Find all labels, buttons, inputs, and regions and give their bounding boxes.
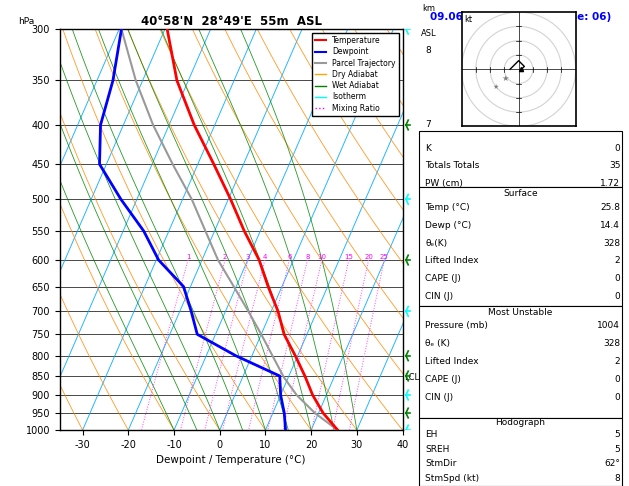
Text: Hodograph: Hodograph bbox=[496, 418, 545, 427]
Text: θₑ (K): θₑ (K) bbox=[425, 339, 450, 348]
Text: 4: 4 bbox=[425, 269, 431, 278]
Legend: Temperature, Dewpoint, Parcel Trajectory, Dry Adiabat, Wet Adiabat, Isotherm, Mi: Temperature, Dewpoint, Parcel Trajectory… bbox=[311, 33, 399, 116]
Text: Totals Totals: Totals Totals bbox=[425, 161, 479, 170]
Text: CIN (J): CIN (J) bbox=[425, 293, 453, 301]
Text: 0: 0 bbox=[615, 293, 620, 301]
Text: Pressure (mb): Pressure (mb) bbox=[425, 321, 488, 330]
Text: 10: 10 bbox=[318, 254, 326, 260]
Text: StmDir: StmDir bbox=[425, 459, 457, 468]
Text: Surface: Surface bbox=[503, 189, 538, 198]
Text: Most Unstable: Most Unstable bbox=[488, 308, 553, 316]
Text: 1004: 1004 bbox=[598, 321, 620, 330]
Text: CAPE (J): CAPE (J) bbox=[425, 275, 461, 283]
Text: kt: kt bbox=[464, 15, 472, 24]
Text: 14.4: 14.4 bbox=[601, 221, 620, 229]
Text: 2: 2 bbox=[615, 257, 620, 265]
Text: LCL: LCL bbox=[404, 373, 420, 382]
Text: 62°: 62° bbox=[604, 459, 620, 468]
Text: 0: 0 bbox=[615, 375, 620, 384]
Text: K: K bbox=[425, 144, 431, 153]
Bar bbox=[418, 131, 623, 187]
Bar bbox=[418, 418, 623, 486]
Bar bbox=[418, 306, 623, 418]
Text: 1.72: 1.72 bbox=[600, 179, 620, 188]
Text: 3: 3 bbox=[425, 307, 431, 316]
Text: 5: 5 bbox=[615, 445, 620, 453]
Title: 40°58'N  28°49'E  55m  ASL: 40°58'N 28°49'E 55m ASL bbox=[141, 15, 321, 28]
Text: 0: 0 bbox=[615, 393, 620, 402]
Text: 328: 328 bbox=[603, 339, 620, 348]
Text: 6: 6 bbox=[425, 195, 431, 204]
Text: 1: 1 bbox=[425, 398, 431, 407]
Text: 1: 1 bbox=[186, 254, 191, 260]
Text: PW (cm): PW (cm) bbox=[425, 179, 463, 188]
Text: ★: ★ bbox=[501, 74, 509, 83]
Text: 2: 2 bbox=[615, 357, 620, 366]
Text: 25.8: 25.8 bbox=[600, 203, 620, 211]
Text: km: km bbox=[422, 4, 435, 13]
Text: 8: 8 bbox=[425, 46, 431, 55]
Text: 09.06.2024  12GMT  (Base: 06): 09.06.2024 12GMT (Base: 06) bbox=[430, 12, 611, 22]
Text: 2: 2 bbox=[425, 351, 431, 360]
Text: 8: 8 bbox=[615, 474, 620, 483]
Text: 0: 0 bbox=[615, 275, 620, 283]
Text: Lifted Index: Lifted Index bbox=[425, 357, 479, 366]
Text: SREH: SREH bbox=[425, 445, 449, 453]
Text: ★: ★ bbox=[493, 84, 499, 90]
Text: 3: 3 bbox=[246, 254, 250, 260]
Text: 4: 4 bbox=[263, 254, 267, 260]
Text: Mixing Ratio (g/kg): Mixing Ratio (g/kg) bbox=[453, 190, 462, 269]
Text: 5: 5 bbox=[425, 226, 431, 236]
Text: CAPE (J): CAPE (J) bbox=[425, 375, 461, 384]
Text: StmSpd (kt): StmSpd (kt) bbox=[425, 474, 479, 483]
Text: 8: 8 bbox=[305, 254, 309, 260]
X-axis label: Dewpoint / Temperature (°C): Dewpoint / Temperature (°C) bbox=[157, 455, 306, 466]
Text: 6: 6 bbox=[287, 254, 292, 260]
Text: Dewp (°C): Dewp (°C) bbox=[425, 221, 471, 229]
Text: EH: EH bbox=[425, 430, 437, 439]
Text: 7: 7 bbox=[425, 121, 431, 129]
Text: 2: 2 bbox=[223, 254, 227, 260]
Text: hPa: hPa bbox=[19, 17, 35, 26]
Text: Temp (°C): Temp (°C) bbox=[425, 203, 470, 211]
Bar bbox=[418, 187, 623, 306]
Text: 15: 15 bbox=[345, 254, 353, 260]
Text: Lifted Index: Lifted Index bbox=[425, 257, 479, 265]
Text: 35: 35 bbox=[609, 161, 620, 170]
Text: θₑ(K): θₑ(K) bbox=[425, 239, 447, 247]
Text: 20: 20 bbox=[364, 254, 373, 260]
Text: 328: 328 bbox=[603, 239, 620, 247]
Text: ASL: ASL bbox=[420, 29, 436, 38]
Text: 0: 0 bbox=[615, 144, 620, 153]
Text: CIN (J): CIN (J) bbox=[425, 393, 453, 402]
Text: 25: 25 bbox=[380, 254, 389, 260]
Text: 5: 5 bbox=[615, 430, 620, 439]
